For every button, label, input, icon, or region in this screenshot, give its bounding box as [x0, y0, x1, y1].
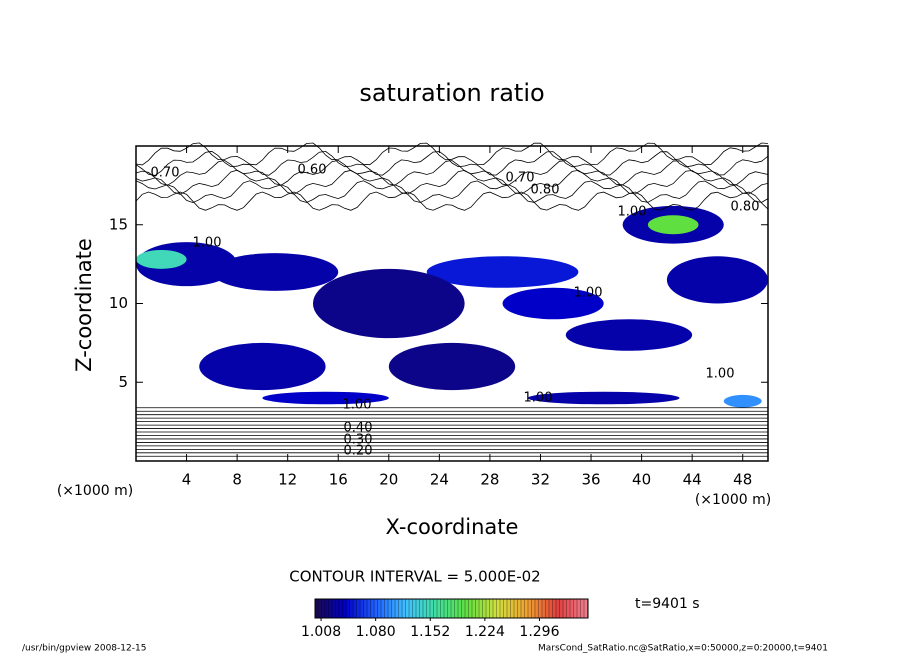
shaded-region	[723, 394, 762, 408]
y-tick-label: 10	[109, 294, 128, 312]
y-axis-label: Z-coordinate	[72, 238, 96, 372]
contour-label: 0.70	[506, 171, 535, 186]
x-tick-label: 32	[531, 471, 550, 489]
y-unit: (×1000 m)	[57, 483, 133, 499]
x-tick-label: 24	[430, 471, 449, 489]
footer-right: MarsCond_SatRatio.nc@SatRatio,x=0:50000,…	[538, 644, 828, 654]
shaded-region	[527, 391, 680, 405]
shaded-region	[388, 342, 516, 391]
contour-label: 0.70	[151, 166, 180, 181]
x-tick-label: 36	[581, 471, 600, 489]
y-tick-label: 15	[109, 215, 128, 233]
shaded-region	[312, 268, 465, 339]
time-label: t=9401 s	[635, 596, 700, 612]
colorbar-tick-label: 1.296	[519, 624, 559, 640]
x-tick-label: 40	[632, 471, 651, 489]
contour-label: 0.20	[344, 444, 373, 459]
shaded-region	[199, 342, 326, 391]
contour-line	[135, 180, 769, 204]
colorbar-tick-label: 1.008	[301, 624, 341, 640]
shaded-region	[136, 249, 187, 269]
contour-label: 0.80	[731, 200, 760, 215]
shaded-region	[647, 215, 699, 235]
contour-label: 1.00	[706, 367, 735, 382]
x-tick-label: 16	[329, 471, 348, 489]
x-tick-label: 4	[182, 471, 192, 489]
contour-label: 1.00	[524, 391, 553, 406]
shaded-region	[426, 256, 579, 288]
contour-interval: CONTOUR INTERVAL = 5.000E-02	[289, 568, 540, 586]
colorbar-tick-label: 1.224	[465, 624, 505, 640]
shaded-region	[565, 319, 693, 351]
contour-label: 0.30	[344, 433, 373, 448]
contour-label: 1.00	[343, 398, 372, 413]
footer-left: /usr/bin/gpview 2008-12-15	[22, 644, 146, 654]
shaded-region	[666, 256, 768, 304]
contour-label: 1.00	[574, 286, 603, 301]
chart-title: saturation ratio	[359, 79, 544, 107]
colorbar-tick-label: 1.080	[356, 624, 396, 640]
colorbar-tick-label: 1.152	[410, 624, 450, 640]
x-tick-label: 48	[733, 471, 752, 489]
x-tick-label: 8	[232, 471, 242, 489]
contour-line	[135, 159, 769, 186]
contour-label: 0.40	[344, 421, 373, 436]
contour-label: 0.80	[531, 183, 560, 198]
contour-line	[135, 142, 769, 166]
x-axis-label: X-coordinate	[386, 515, 519, 539]
contour-line	[135, 191, 769, 211]
contour-label: 0.60	[298, 163, 327, 178]
contour-label: 1.00	[193, 236, 222, 251]
shaded-region	[211, 253, 339, 291]
colorbar	[314, 598, 589, 619]
y-tick-label: 5	[118, 373, 128, 391]
x-tick-label: 12	[278, 471, 297, 489]
x-tick-label: 20	[379, 471, 398, 489]
x-tick-label: 44	[683, 471, 702, 489]
shaded-region	[262, 391, 389, 405]
shaded-region	[502, 287, 604, 320]
plot-field: 0.70 0.600.700.801.00 0.801.001.001.001.00…	[135, 142, 769, 459]
contour-label: 1.00	[618, 205, 647, 220]
x-tick-label: 28	[480, 471, 499, 489]
x-unit: (×1000 m)	[695, 492, 771, 508]
